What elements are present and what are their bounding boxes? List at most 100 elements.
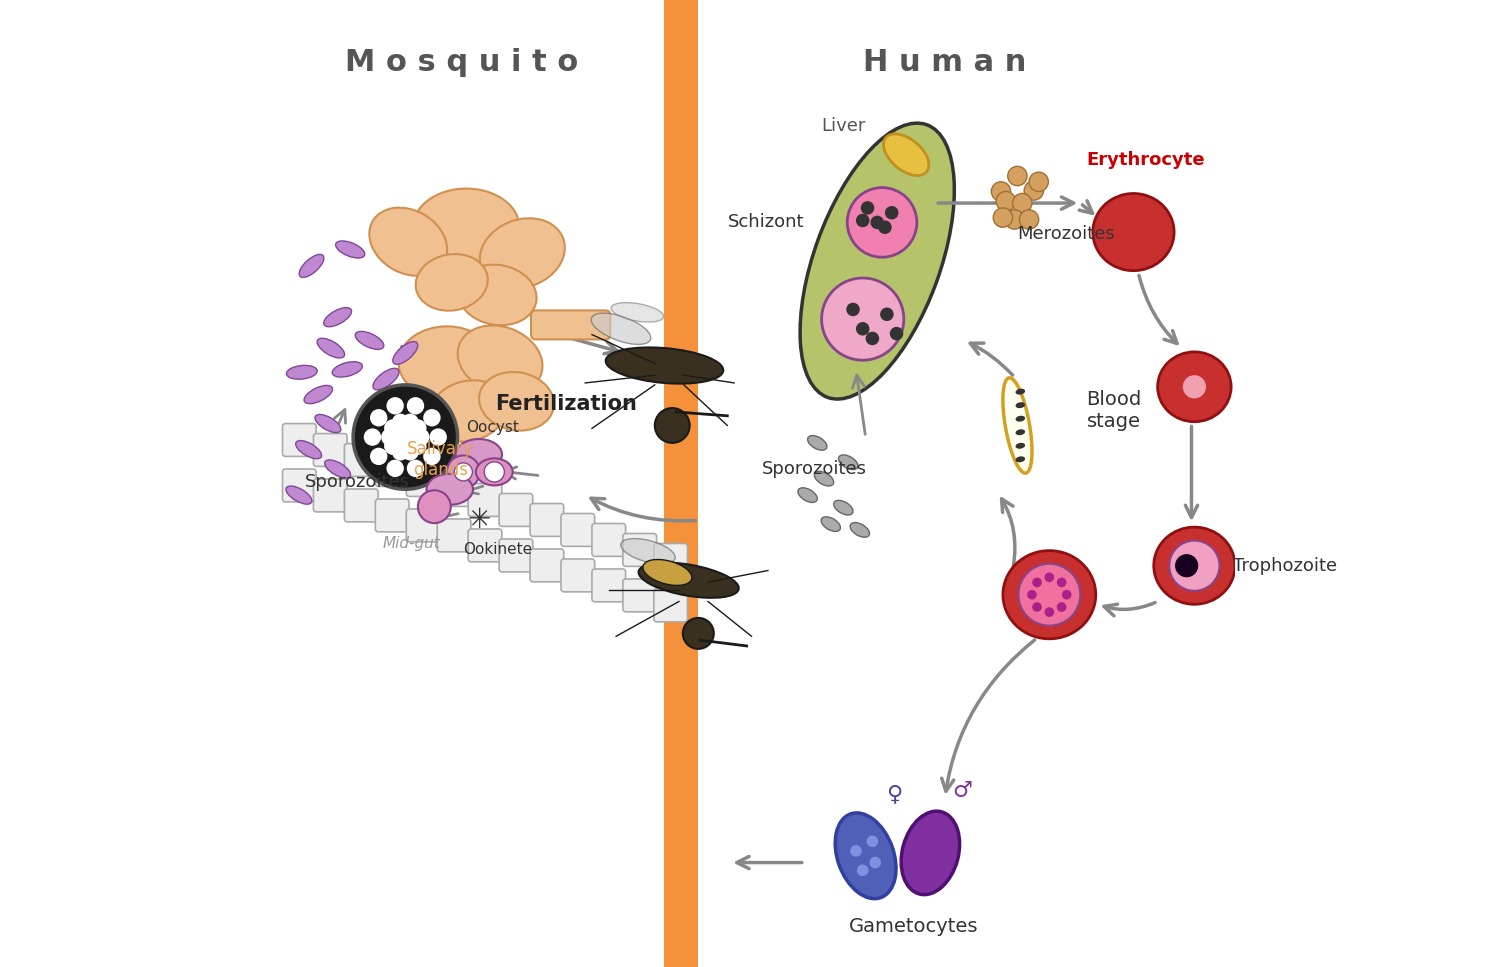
- Ellipse shape: [455, 439, 502, 470]
- FancyBboxPatch shape: [499, 539, 532, 571]
- Circle shape: [655, 408, 690, 443]
- Ellipse shape: [1016, 443, 1025, 449]
- Ellipse shape: [476, 458, 513, 485]
- FancyBboxPatch shape: [561, 559, 595, 592]
- FancyBboxPatch shape: [283, 469, 316, 502]
- Circle shape: [866, 332, 879, 345]
- Ellipse shape: [398, 327, 496, 399]
- Ellipse shape: [458, 326, 543, 394]
- Circle shape: [430, 428, 446, 446]
- Ellipse shape: [851, 522, 869, 538]
- Ellipse shape: [1016, 389, 1025, 395]
- Circle shape: [1027, 590, 1037, 600]
- Circle shape: [855, 322, 869, 336]
- Ellipse shape: [848, 188, 917, 257]
- Ellipse shape: [287, 366, 317, 379]
- Circle shape: [385, 437, 401, 454]
- Circle shape: [846, 303, 860, 316]
- Text: ✳: ✳: [467, 507, 490, 534]
- Ellipse shape: [428, 380, 507, 442]
- Ellipse shape: [902, 811, 959, 894]
- Text: Sporozoites: Sporozoites: [762, 460, 867, 478]
- Ellipse shape: [418, 490, 451, 523]
- Ellipse shape: [1093, 193, 1174, 271]
- Circle shape: [1019, 564, 1081, 626]
- Ellipse shape: [1016, 456, 1025, 462]
- Ellipse shape: [1157, 352, 1231, 422]
- Circle shape: [1045, 572, 1054, 582]
- FancyBboxPatch shape: [314, 433, 347, 466]
- Circle shape: [1183, 375, 1205, 398]
- Ellipse shape: [316, 415, 341, 432]
- Ellipse shape: [373, 368, 398, 390]
- Ellipse shape: [323, 308, 352, 327]
- FancyBboxPatch shape: [592, 523, 625, 556]
- Circle shape: [867, 835, 878, 847]
- FancyBboxPatch shape: [654, 543, 687, 576]
- Text: Gametocytes: Gametocytes: [849, 917, 978, 936]
- Circle shape: [370, 448, 388, 465]
- Ellipse shape: [286, 486, 313, 504]
- Circle shape: [1019, 210, 1039, 229]
- Ellipse shape: [639, 563, 738, 598]
- Ellipse shape: [839, 454, 858, 470]
- Circle shape: [409, 420, 427, 437]
- FancyBboxPatch shape: [622, 534, 657, 567]
- Ellipse shape: [370, 208, 446, 276]
- Circle shape: [1175, 554, 1198, 577]
- Ellipse shape: [800, 123, 954, 399]
- Circle shape: [424, 409, 440, 426]
- Circle shape: [861, 201, 875, 215]
- Text: Erythrocyte: Erythrocyte: [1087, 151, 1205, 168]
- FancyBboxPatch shape: [344, 444, 379, 477]
- Ellipse shape: [299, 254, 323, 278]
- Circle shape: [1006, 210, 1024, 229]
- Ellipse shape: [317, 338, 344, 358]
- Circle shape: [397, 428, 413, 446]
- Circle shape: [382, 428, 398, 446]
- Ellipse shape: [884, 133, 929, 176]
- Circle shape: [1057, 577, 1067, 587]
- FancyBboxPatch shape: [467, 529, 502, 562]
- Circle shape: [401, 414, 419, 431]
- Ellipse shape: [822, 278, 903, 361]
- FancyBboxPatch shape: [467, 484, 502, 516]
- FancyBboxPatch shape: [376, 454, 409, 486]
- Circle shape: [890, 327, 903, 340]
- Ellipse shape: [479, 219, 565, 288]
- Text: Fertilization: Fertilization: [494, 395, 637, 414]
- FancyBboxPatch shape: [531, 310, 610, 339]
- FancyBboxPatch shape: [654, 589, 687, 622]
- Ellipse shape: [355, 332, 383, 349]
- Circle shape: [1030, 172, 1049, 191]
- Text: ♀: ♀: [887, 784, 903, 805]
- FancyBboxPatch shape: [283, 424, 316, 456]
- Circle shape: [401, 443, 419, 460]
- Ellipse shape: [304, 386, 332, 403]
- Ellipse shape: [591, 313, 651, 344]
- Ellipse shape: [807, 435, 827, 451]
- Ellipse shape: [332, 362, 362, 377]
- Text: Liver: Liver: [821, 117, 866, 135]
- Circle shape: [407, 459, 424, 477]
- Text: Salivary
glands: Salivary glands: [407, 440, 473, 479]
- Ellipse shape: [479, 372, 555, 430]
- Circle shape: [409, 437, 427, 454]
- Ellipse shape: [1016, 402, 1025, 408]
- Ellipse shape: [392, 341, 418, 365]
- Circle shape: [1063, 590, 1072, 600]
- Circle shape: [996, 191, 1016, 211]
- Circle shape: [1033, 602, 1042, 612]
- Ellipse shape: [296, 441, 322, 458]
- Ellipse shape: [413, 189, 520, 266]
- FancyBboxPatch shape: [499, 493, 532, 526]
- Ellipse shape: [798, 487, 818, 503]
- Circle shape: [1045, 607, 1054, 617]
- Circle shape: [424, 448, 440, 465]
- Circle shape: [364, 428, 382, 446]
- FancyBboxPatch shape: [437, 519, 470, 552]
- Circle shape: [992, 182, 1010, 201]
- Circle shape: [386, 397, 404, 415]
- Text: Ookinete: Ookinete: [463, 542, 532, 557]
- Circle shape: [682, 618, 714, 649]
